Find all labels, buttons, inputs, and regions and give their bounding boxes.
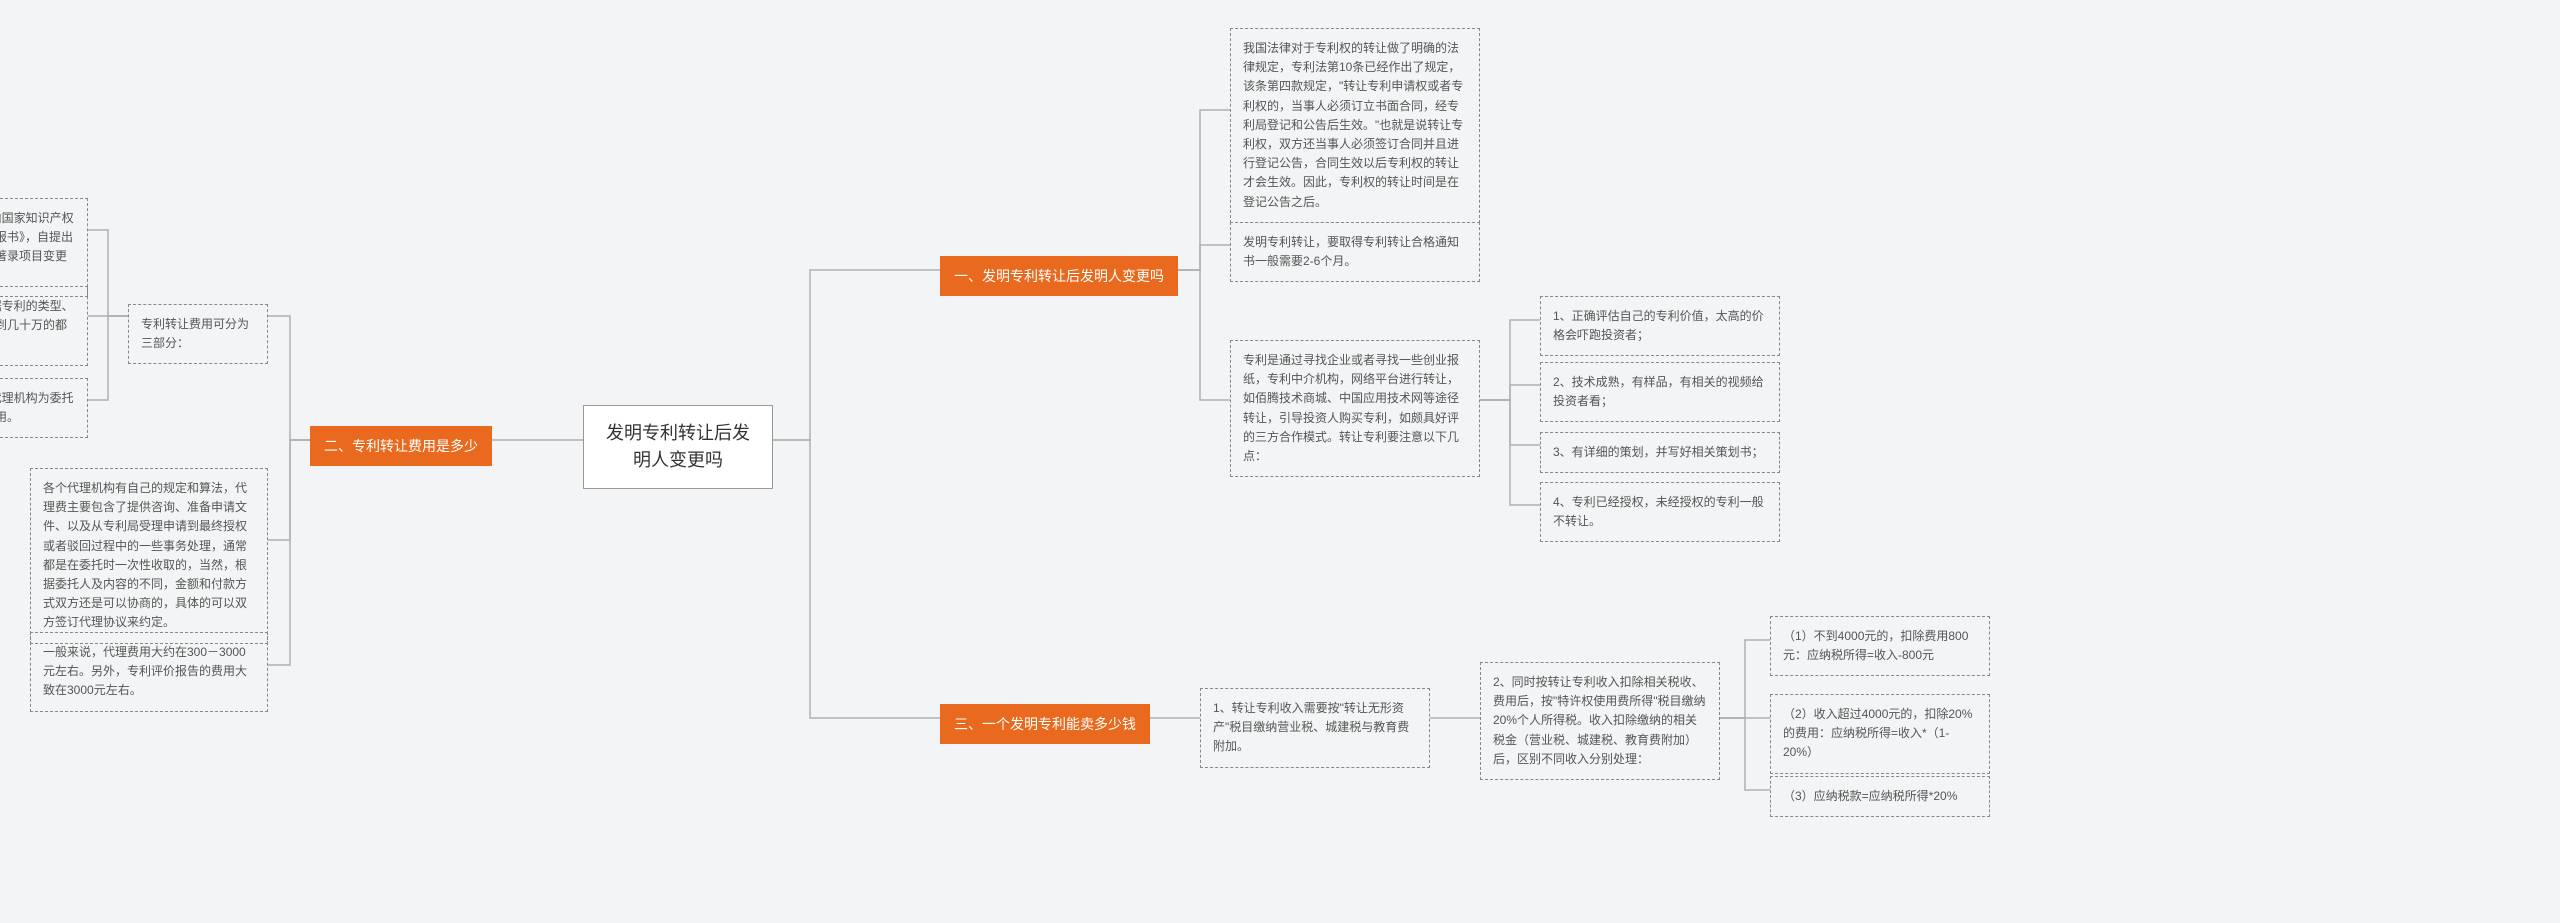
branch-1-leaf-2: 发明专利转让，要取得专利转让合格通知书一般需要2-6个月。	[1230, 222, 1480, 282]
branch-2-leaf-3: 3、机构代理费代理费是代理机构为委托人提供各项服务收取的费用。	[0, 378, 88, 438]
branch-3[interactable]: 三、一个发明专利能卖多少钱	[940, 704, 1150, 744]
branch-2-leaf-2: 2、专利权的转让费用根据专利的类型、技术等方面来考虑，几千到几十万的都有，需要您…	[0, 286, 88, 366]
branch-1-sub-3: 3、有详细的策划，并写好相关策划书；	[1540, 432, 1780, 473]
branch-3-sub-1: （1）不到4000元的，扣除费用800元：应纳税所得=收入-800元	[1770, 616, 1990, 676]
root-node[interactable]: 发明专利转让后发明人变更吗	[583, 405, 773, 489]
branch-2-leaf-5: 一般来说，代理费用大约在300－3000元左右。另外，专利评价报告的费用大致在3…	[30, 632, 268, 712]
branch-1-sub-1: 1、正确评估自己的专利价值，太高的价格会吓跑投资者；	[1540, 296, 1780, 356]
branch-1-sub-4: 4、专利已经授权，未经授权的专利一般不转让。	[1540, 482, 1780, 542]
branch-2-leaf-4: 各个代理机构有自己的规定和算法，代理费主要包含了提供咨询、准备申请文件、以及从专…	[30, 468, 268, 644]
branch-2-leaf-1: 1、国家部门收取的规费向国家知识产权局提交《著录项目变更申报书》，自提出请求之日…	[0, 198, 88, 297]
branch-3-leaf-2: 2、同时按转让专利收入扣除相关税收、费用后，按"特许权使用费所得"税目缴纳20%…	[1480, 662, 1720, 780]
branch-1[interactable]: 一、发明专利转让后发明人变更吗	[940, 256, 1178, 296]
branch-2[interactable]: 二、专利转让费用是多少	[310, 426, 492, 466]
branch-1-sub-2: 2、技术成熟，有样品，有相关的视频给投资者看；	[1540, 362, 1780, 422]
branch-2-intro: 专利转让费用可分为三部分：	[128, 304, 268, 364]
branch-3-leaf-1: 1、转让专利收入需要按"转让无形资产"税目缴纳营业税、城建税与教育费附加。	[1200, 688, 1430, 768]
branch-1-leaf-3: 专利是通过寻找企业或者寻找一些创业报纸，专利中介机构，网络平台进行转让，如佰腾技…	[1230, 340, 1480, 477]
branch-3-sub-3: （3）应纳税款=应纳税所得*20%	[1770, 776, 1990, 817]
branch-1-leaf-1: 我国法律对于专利权的转让做了明确的法律规定，专利法第10条已经作出了规定，该条第…	[1230, 28, 1480, 223]
branch-3-sub-2: （2）收入超过4000元的，扣除20%的费用：应纳税所得=收入*（1-20%）	[1770, 694, 1990, 774]
